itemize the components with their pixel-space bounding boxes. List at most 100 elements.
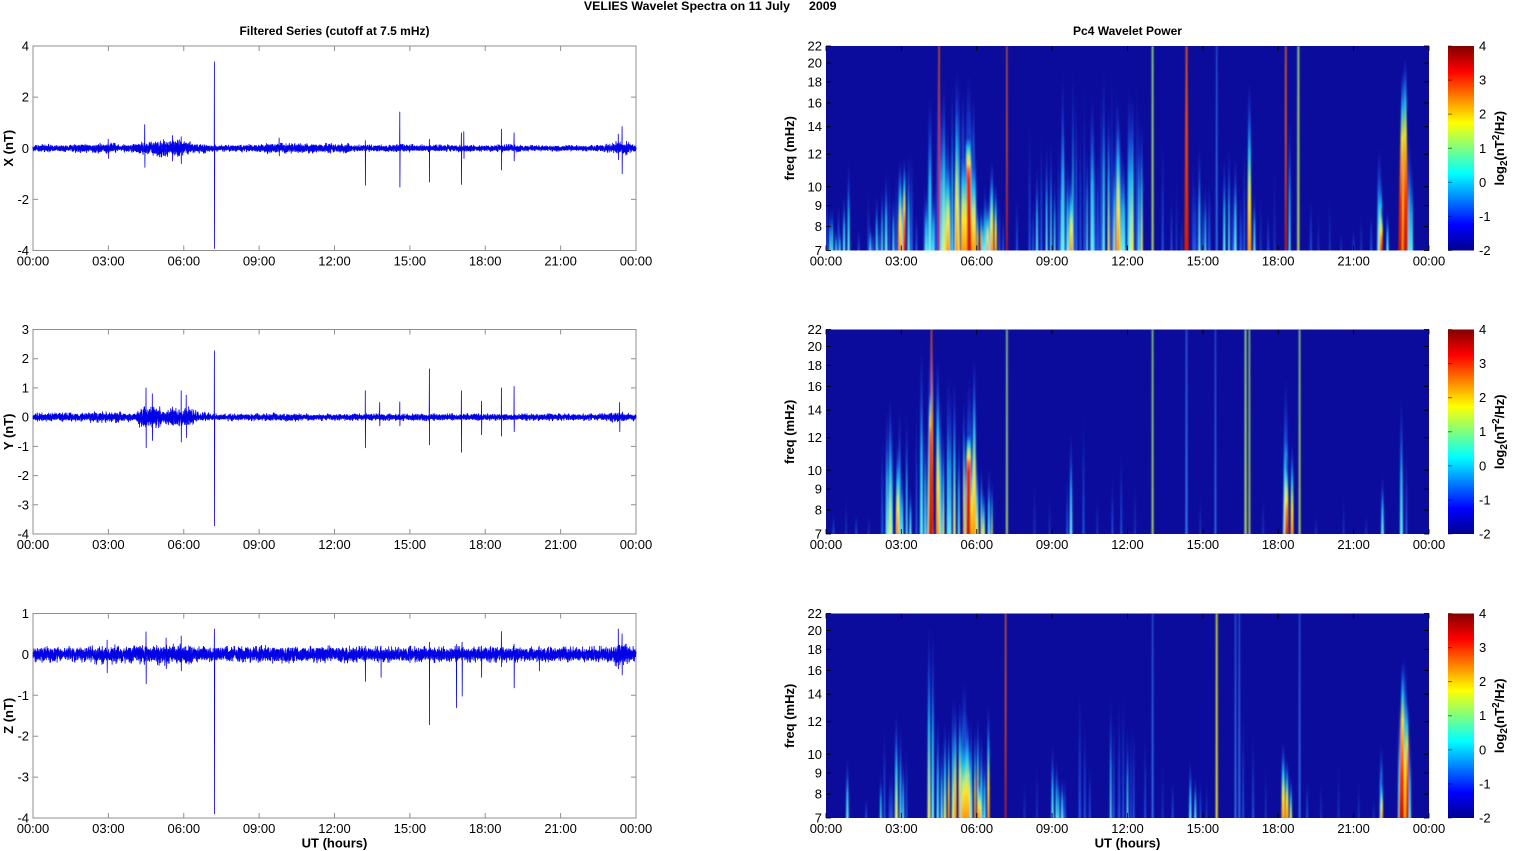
- svg-text:12:00: 12:00: [1111, 537, 1144, 552]
- svg-text:14: 14: [808, 687, 822, 702]
- svg-text:20: 20: [808, 623, 822, 638]
- svg-text:Z (nT): Z (nT): [1, 698, 16, 734]
- svg-text:22: 22: [808, 322, 822, 337]
- svg-text:1: 1: [1479, 424, 1486, 439]
- svg-text:12:00: 12:00: [1111, 821, 1144, 836]
- svg-text:00:00: 00:00: [620, 254, 653, 269]
- svg-text:00:00: 00:00: [17, 537, 50, 552]
- svg-text:-3: -3: [17, 497, 29, 512]
- svg-text:2009: 2009: [809, 0, 837, 13]
- svg-text:0: 0: [22, 141, 29, 156]
- svg-text:7: 7: [815, 527, 822, 542]
- svg-text:log2(nT2/Hz): log2(nT2/Hz): [1491, 111, 1510, 186]
- svg-text:06:00: 06:00: [961, 254, 994, 269]
- svg-text:16: 16: [808, 379, 822, 394]
- svg-text:21:00: 21:00: [544, 537, 577, 552]
- svg-text:2: 2: [1479, 107, 1486, 122]
- svg-text:9: 9: [815, 198, 822, 213]
- svg-text:21:00: 21:00: [544, 821, 577, 836]
- svg-text:-4: -4: [17, 527, 29, 542]
- svg-text:4: 4: [22, 39, 29, 54]
- svg-text:UT (hours): UT (hours): [1095, 836, 1161, 851]
- svg-text:0: 0: [22, 410, 29, 425]
- svg-text:09:00: 09:00: [1036, 537, 1069, 552]
- svg-text:06:00: 06:00: [168, 254, 201, 269]
- svg-text:14: 14: [808, 119, 822, 134]
- svg-text:-1: -1: [1479, 209, 1491, 224]
- svg-text:00:00: 00:00: [1413, 254, 1446, 269]
- svg-text:1: 1: [1479, 708, 1486, 723]
- svg-text:-4: -4: [17, 243, 29, 258]
- svg-text:freq (mHz): freq (mHz): [782, 116, 797, 180]
- svg-text:00:00: 00:00: [1413, 821, 1446, 836]
- svg-text:00:00: 00:00: [17, 821, 50, 836]
- svg-text:-3: -3: [17, 770, 29, 785]
- svg-text:20: 20: [808, 339, 822, 354]
- svg-text:8: 8: [815, 787, 822, 802]
- svg-text:1: 1: [22, 380, 29, 395]
- svg-text:8: 8: [815, 503, 822, 518]
- svg-text:15:00: 15:00: [394, 537, 427, 552]
- svg-text:09:00: 09:00: [1036, 821, 1069, 836]
- svg-text:09:00: 09:00: [243, 821, 276, 836]
- svg-text:VELIES Wavelet Spectra on 11 J: VELIES Wavelet Spectra on 11 July: [584, 0, 790, 13]
- svg-text:18:00: 18:00: [469, 821, 502, 836]
- svg-text:09:00: 09:00: [243, 537, 276, 552]
- svg-text:18:00: 18:00: [1262, 537, 1295, 552]
- svg-text:06:00: 06:00: [168, 821, 201, 836]
- svg-text:10: 10: [808, 179, 822, 194]
- svg-text:-2: -2: [17, 729, 29, 744]
- svg-text:-1: -1: [17, 439, 29, 454]
- svg-text:12: 12: [808, 147, 822, 162]
- svg-text:8: 8: [815, 219, 822, 234]
- svg-text:18:00: 18:00: [469, 254, 502, 269]
- svg-text:00:00: 00:00: [620, 821, 653, 836]
- svg-text:00:00: 00:00: [810, 537, 843, 552]
- svg-text:15:00: 15:00: [394, 821, 427, 836]
- svg-text:9: 9: [815, 766, 822, 781]
- svg-text:03:00: 03:00: [92, 537, 125, 552]
- svg-text:09:00: 09:00: [243, 254, 276, 269]
- svg-text:20: 20: [808, 56, 822, 71]
- svg-text:3: 3: [1479, 356, 1486, 371]
- svg-text:16: 16: [808, 95, 822, 110]
- svg-text:-2: -2: [1479, 527, 1491, 542]
- svg-text:UT (hours): UT (hours): [302, 836, 368, 851]
- svg-text:18: 18: [808, 642, 822, 657]
- svg-text:log2(nT2/Hz): log2(nT2/Hz): [1491, 678, 1510, 753]
- svg-text:10: 10: [808, 463, 822, 478]
- svg-text:1: 1: [22, 606, 29, 621]
- svg-text:freq (mHz): freq (mHz): [782, 400, 797, 464]
- svg-text:14: 14: [808, 403, 822, 418]
- svg-text:4: 4: [1479, 606, 1486, 621]
- svg-text:0: 0: [1479, 458, 1486, 473]
- svg-text:18:00: 18:00: [1262, 254, 1295, 269]
- svg-text:Pc4 Wavelet Power: Pc4 Wavelet Power: [1073, 24, 1182, 38]
- svg-text:12:00: 12:00: [318, 537, 351, 552]
- svg-text:15:00: 15:00: [1187, 254, 1220, 269]
- svg-text:-4: -4: [17, 811, 29, 826]
- svg-text:16: 16: [808, 663, 822, 678]
- svg-text:12:00: 12:00: [1111, 254, 1144, 269]
- svg-text:-2: -2: [1479, 811, 1491, 826]
- svg-text:12:00: 12:00: [318, 254, 351, 269]
- svg-text:18:00: 18:00: [1262, 821, 1295, 836]
- svg-text:15:00: 15:00: [1187, 537, 1220, 552]
- svg-text:03:00: 03:00: [885, 821, 918, 836]
- svg-text:00:00: 00:00: [810, 254, 843, 269]
- svg-text:0: 0: [1479, 175, 1486, 190]
- svg-text:log2(nT2/Hz): log2(nT2/Hz): [1491, 394, 1510, 469]
- svg-text:4: 4: [1479, 39, 1486, 54]
- svg-text:-2: -2: [17, 468, 29, 483]
- svg-text:03:00: 03:00: [885, 254, 918, 269]
- svg-text:3: 3: [1479, 640, 1486, 655]
- svg-text:21:00: 21:00: [1337, 821, 1370, 836]
- svg-text:06:00: 06:00: [961, 537, 994, 552]
- svg-text:Filtered Series (cutoff at 7.5: Filtered Series (cutoff at 7.5 mHz): [239, 24, 429, 38]
- svg-text:-1: -1: [1479, 492, 1491, 507]
- svg-text:00:00: 00:00: [17, 254, 50, 269]
- svg-text:21:00: 21:00: [544, 254, 577, 269]
- svg-text:0: 0: [22, 647, 29, 662]
- svg-text:03:00: 03:00: [92, 254, 125, 269]
- svg-text:9: 9: [815, 482, 822, 497]
